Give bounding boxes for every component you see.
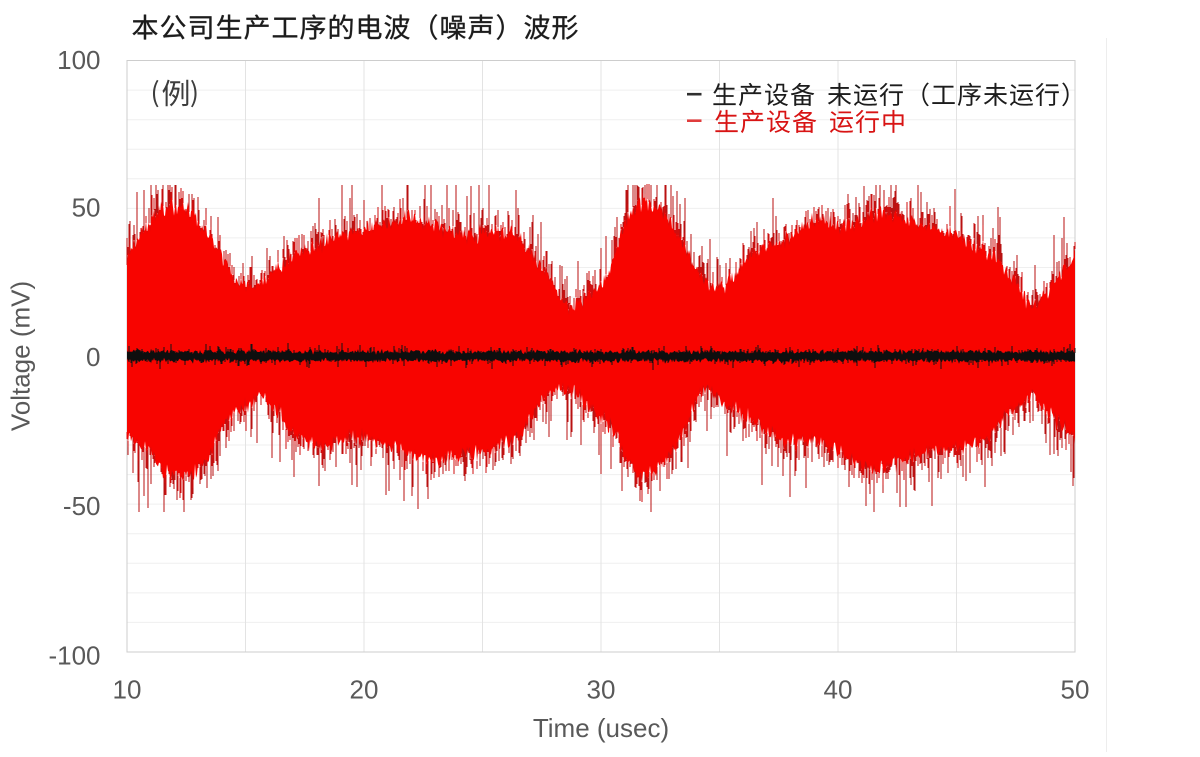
svg-text:50: 50 [1061,675,1090,705]
svg-text:30: 30 [587,675,616,705]
svg-text:50: 50 [72,193,101,223]
svg-text:10: 10 [113,675,142,705]
svg-text:Voltage (mV): Voltage (mV) [6,281,36,431]
svg-text:0: 0 [86,342,100,372]
svg-text:Time (usec): Time (usec) [533,713,669,743]
svg-text:20: 20 [350,675,379,705]
svg-text:40: 40 [824,675,853,705]
svg-text:100: 100 [57,45,100,75]
svg-text:-100: -100 [48,640,100,670]
svg-text:-50: -50 [63,491,101,521]
